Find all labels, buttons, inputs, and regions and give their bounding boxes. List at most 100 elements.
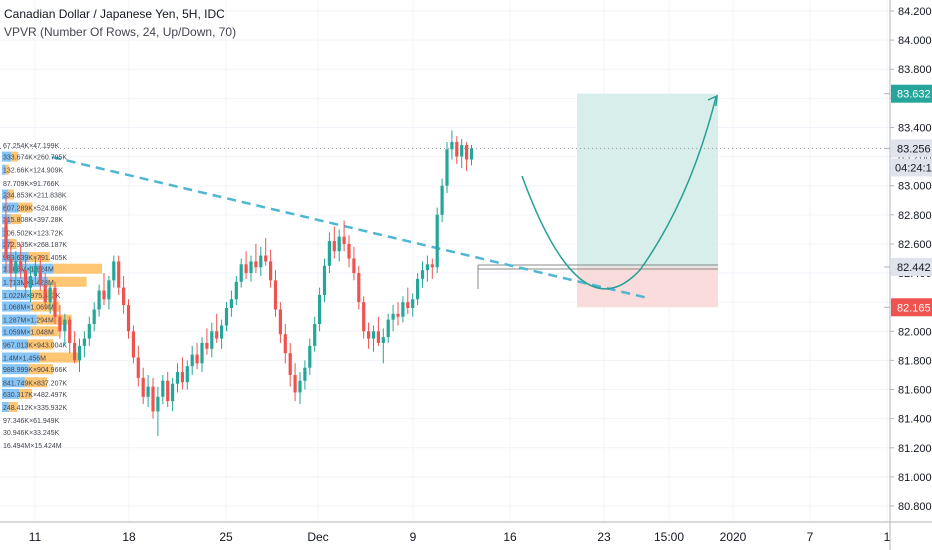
volume-profile-bar-up [2,339,29,350]
volume-profile-label: 1.059M×1.048M [3,329,54,336]
candle-body [185,366,189,383]
candle-body [48,287,52,303]
candle-body [112,261,116,281]
volume-profile-bar-up [2,377,25,388]
candle-body [97,290,101,310]
candle-body [337,236,341,252]
volume-profile-bar-up [2,314,37,325]
x-axis-tick-label: 9 [410,530,417,544]
y-axis-tick-label: 81.400 [898,414,932,426]
volume-profile-bar-down [9,238,17,249]
candle-body [381,337,385,343]
candle-body [278,309,282,335]
candle-body [455,142,459,157]
x-axis-tick-label: 2020 [720,530,747,544]
candle-body [460,144,464,157]
x-axis-tick-label: 18 [122,530,136,544]
volume-profile-bar-down [8,402,18,412]
y-axis-tick-label: 81.800 [898,355,932,367]
candle-body [87,324,91,339]
x-axis-tick-label: Dec [307,530,328,544]
candle-body [58,316,62,332]
candle-body [396,313,400,317]
volume-profile-bar-down [5,164,9,175]
candle-body [401,302,405,317]
candle-body [313,324,317,346]
volume-profile-label: 607.289K×524.868K [3,206,67,213]
stop-price-badge [891,298,932,317]
volume-profile-bar-down [30,326,59,337]
volume-profile-bar-down [10,214,22,225]
entry-price-badge [891,257,932,276]
candle-body [166,380,170,402]
y-axis-tick-label: 82.000 [898,326,932,338]
volume-profile-bar-down [36,314,72,325]
candle-body [117,261,121,288]
candle-body [430,264,434,268]
y-axis-tick-label: 80.800 [898,501,932,513]
y-axis-tick-label: 82.600 [898,239,932,251]
candle-body [68,319,72,343]
candle-body [259,255,263,268]
y-axis-tick-label: 81.600 [898,385,932,397]
symbol-title[interactable]: Canadian Dollar / Japanese Yen, 5H, IDC [4,7,225,21]
volume-profile-label: 16.494M×15.424M [3,443,62,450]
volume-profile-label: 1.287M×1.294M [3,318,54,325]
candle-body [234,281,238,300]
candle-body [406,302,410,308]
candle-body [38,265,42,285]
candle-body [4,217,8,259]
volume-profile-bar-down [48,276,87,287]
candle-body [175,372,180,384]
candle-body [43,284,47,303]
candle-body [450,142,454,150]
volume-profile-bar-up [2,263,53,274]
candle-body [224,308,229,326]
x-axis-tick-label: 23 [597,530,611,544]
candle-body [362,302,366,332]
y-axis-tick-label: 84.200 [898,6,932,18]
candle-body [92,309,96,325]
volume-profile-bar-down [24,377,48,388]
candle-body [19,261,23,271]
candle-body [386,319,390,338]
stop-price-label: 82.165 [897,302,931,314]
candle-body [171,383,175,402]
candle-body [239,264,243,282]
candle-body [244,264,248,274]
trendline [51,155,649,300]
x-axis-tick-label: 11 [29,530,42,544]
x-axis-tick-label: 1 [884,530,891,544]
volume-profile-bar-down [28,339,54,350]
candle-body [420,270,425,279]
candle-body [146,386,150,397]
candle-body [367,331,371,339]
indicator-legend[interactable]: VPVR (Number Of Rows, 24, Up/Down, 70) [4,25,237,39]
candle-body [126,305,131,332]
volume-profile-bar-down [39,352,79,363]
x-axis-tick-label: 7 [807,530,814,544]
candle-body [82,338,86,346]
volume-profile-bar-down [18,388,32,399]
last-price-label: 83.256 [897,143,931,155]
volume-profile-bar-down [10,151,19,162]
candle-body [63,319,67,332]
candle-body [107,280,111,300]
candle-body [200,342,204,364]
candle-body [14,261,18,274]
candle-body [411,299,415,308]
y-axis-tick-label: 81.000 [898,472,932,484]
countdown-badge [891,158,932,177]
volume-profile-label: 1.068M×1.069M [3,305,54,312]
target-price-badge [891,84,932,103]
candle-body [77,345,82,361]
candle-body [308,345,312,368]
candle-body [249,261,253,274]
volume-profile-bar-up [2,151,11,162]
candle-body [347,243,351,259]
volume-profile-label: 106.502K×123.72K [3,230,63,237]
candle-body [371,331,376,339]
candle-body [53,287,57,317]
